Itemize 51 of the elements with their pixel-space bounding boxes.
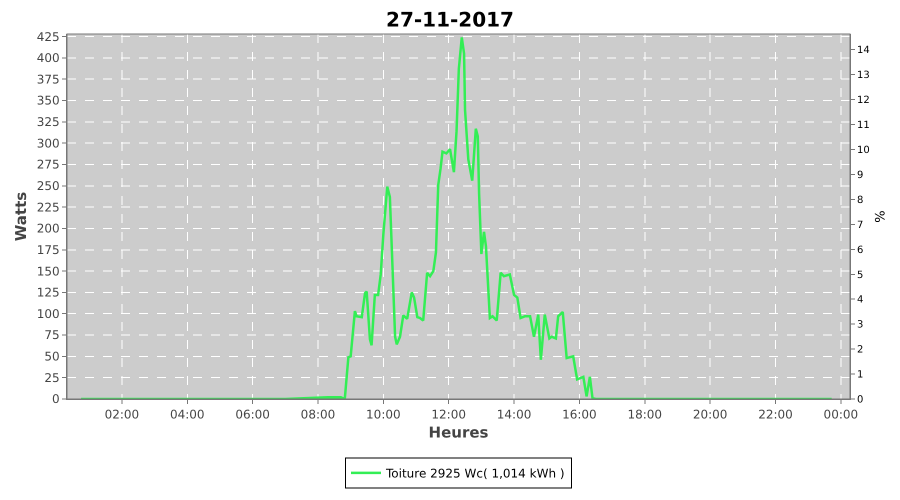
x-tick-label: 16:00 — [562, 407, 597, 422]
y-tick-label: 425 — [36, 30, 60, 44]
x-tick-label: 06:00 — [235, 407, 270, 422]
x-tick-label: 14:00 — [496, 407, 532, 422]
x-tick-label: 02:00 — [104, 407, 140, 422]
y-tick-label: 175 — [36, 242, 60, 257]
y-tick-label: 200 — [36, 222, 60, 236]
y2-axis-title: % — [873, 210, 888, 223]
y2-tick-label: 7 — [857, 220, 864, 231]
x-tick-label: 08:00 — [300, 407, 336, 422]
y-tick-label: 100 — [36, 306, 60, 321]
y2-tick-label: 4 — [857, 294, 864, 306]
y-axis-title: Watts — [12, 192, 30, 242]
x-tick-label: 04:00 — [170, 407, 205, 422]
y-tick-label: 275 — [36, 158, 60, 172]
y-tick-label: 50 — [44, 350, 60, 364]
x-tick-label: 00:00 — [824, 407, 858, 422]
legend-label: Toiture 2925 Wc( 1,014 kWh ) — [385, 466, 565, 481]
y-tick-label: 350 — [36, 94, 60, 108]
y2-tick-label: 8 — [857, 194, 864, 206]
x-tick-label: 18:00 — [627, 407, 662, 422]
line-series — [80, 36, 833, 399]
y2-tick-label: 0 — [857, 394, 864, 406]
x-tick-label: 10:00 — [366, 407, 401, 422]
y-tick-label: 150 — [36, 264, 60, 278]
y-tick-label: 0 — [52, 392, 60, 406]
y-tick-label: 75 — [44, 328, 60, 342]
chart-title: 27-11-2017 — [386, 8, 514, 32]
y-tick-label: 250 — [36, 179, 60, 193]
y2-tick-label: 5 — [857, 270, 864, 281]
y2-tick-label: 11 — [857, 120, 870, 132]
y-tick-label: 325 — [36, 115, 60, 130]
y2-tick-label: 12 — [857, 95, 870, 106]
y-tick-label: 300 — [36, 136, 60, 150]
y-tick-label: 375 — [36, 72, 60, 86]
y2-tick-label: 10 — [857, 145, 870, 156]
y2-tick-label: 9 — [857, 170, 864, 181]
y2-tick-label: 14 — [857, 45, 870, 56]
y-tick-label: 125 — [36, 286, 60, 300]
y2-tick-label: 3 — [857, 320, 864, 331]
x-tick-label: 12:00 — [431, 407, 466, 422]
x-tick-label: 22:00 — [758, 407, 793, 422]
y2-tick-label: 2 — [857, 344, 864, 356]
x-axis-title: Heures — [428, 423, 489, 442]
y2-tick-label: 6 — [857, 244, 864, 256]
y2-tick-label: 1 — [857, 370, 864, 381]
y2-tick-label: 13 — [857, 70, 870, 82]
y-tick-label: 400 — [36, 51, 60, 66]
y-tick-label: 225 — [36, 200, 60, 214]
x-tick-label: 20:00 — [692, 407, 728, 422]
y-tick-label: 25 — [44, 370, 60, 385]
